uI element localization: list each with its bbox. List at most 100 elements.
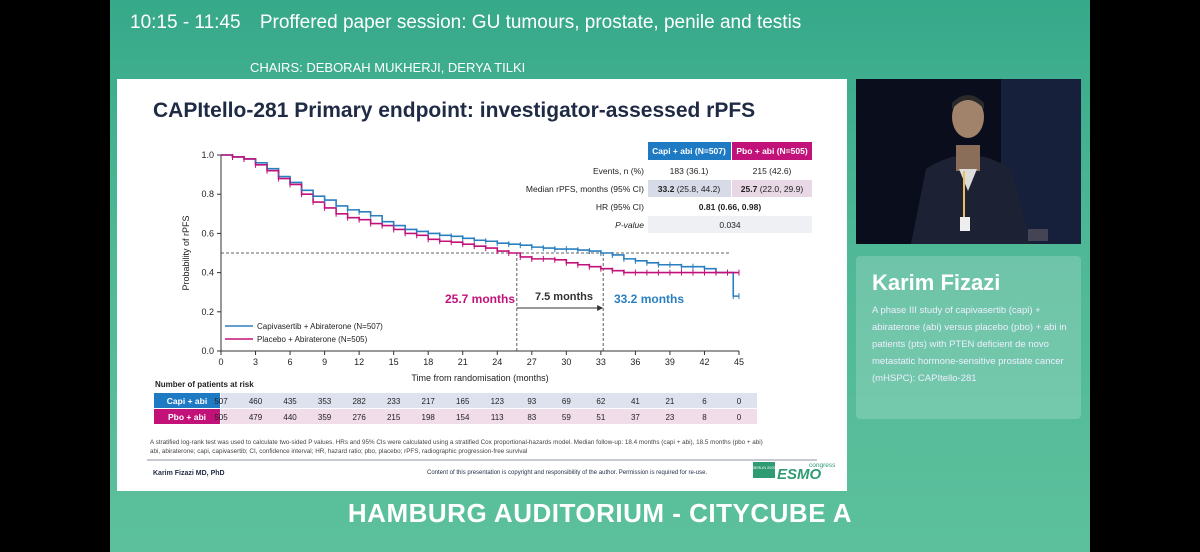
risk-pbo-value-15: 0 <box>737 413 742 422</box>
risk-capi-value-6: 217 <box>422 397 436 406</box>
row-hr-label: HR (95% CI) <box>596 202 644 212</box>
row-events-label: Events, n (%) <box>593 166 644 176</box>
row-median-capi-bg <box>648 180 731 197</box>
risk-capi-value-14: 6 <box>702 397 707 406</box>
row-median-pbo: 25.7 (22.0, 29.9) <box>741 184 804 194</box>
risk-capi-value-8: 123 <box>491 397 505 406</box>
risk-pbo-value-9: 83 <box>527 413 536 422</box>
x-tick-label-3: 9 <box>322 357 327 367</box>
logo-city: BERLIN 2025 <box>752 466 775 470</box>
risk-pbo-value-4: 276 <box>352 413 366 422</box>
x-tick-label-11: 33 <box>596 357 606 367</box>
row-pvalue-value: 0.034 <box>719 220 741 230</box>
risk-pbo-value-11: 51 <box>596 413 605 422</box>
presentation-slide: CAPItello-281 Primary endpoint: investig… <box>117 79 847 491</box>
risk-pbo-value-12: 37 <box>631 413 640 422</box>
x-tick-label-9: 27 <box>527 357 537 367</box>
legend-pbo-label: Placebo + Abiraterone (N=505) <box>257 335 368 344</box>
risk-pbo-value-5: 215 <box>387 413 401 422</box>
capi-median-label: 33.2 months <box>614 292 684 306</box>
pbo-column-header: Pbo + abi (N=505) <box>736 146 807 156</box>
row-median-label: Median rPFS, months (95% CI) <box>526 184 644 194</box>
x-tick-label-0: 0 <box>218 357 223 367</box>
session-chairs: CHAIRS: DEBORAH MUKHERJI, DERYA TILKI <box>250 60 526 75</box>
row-hr-value: 0.81 (0.66, 0.98) <box>699 202 762 212</box>
capi-column-header: Capi + abi (N=507) <box>652 146 726 156</box>
footnote-line-1: A stratified log-rank test was used to c… <box>150 439 763 446</box>
x-tick-label-4: 12 <box>354 357 364 367</box>
row-events-pbo: 215 (42.6) <box>753 166 792 176</box>
x-tick-label-7: 21 <box>458 357 468 367</box>
difference-label: 7.5 months <box>535 291 593 303</box>
risk-pbo-value-0: 505 <box>214 413 228 422</box>
legend-capi-label: Capivasertib + Abiraterone (N=507) <box>257 322 383 331</box>
speaker-silhouette <box>856 79 1081 244</box>
x-tick-label-14: 42 <box>699 357 709 367</box>
risk-capi-value-1: 460 <box>249 397 263 406</box>
footnote-line-2: abi, abiraterone; capi, capivasertib; CI… <box>150 448 527 455</box>
x-tick-label-8: 24 <box>492 357 502 367</box>
letterbox-right <box>1090 0 1200 552</box>
risk-pbo-value-1: 479 <box>249 413 263 422</box>
row-pvalue-bg <box>648 216 812 233</box>
risk-pbo-value-2: 440 <box>283 413 297 422</box>
risk-capi-value-3: 353 <box>318 397 332 406</box>
risk-pbo-value-8: 113 <box>491 413 504 422</box>
risk-capi-value-0: 507 <box>214 397 228 406</box>
row-events-capi: 183 (36.1) <box>670 166 709 176</box>
risk-pbo-value-13: 23 <box>665 413 674 422</box>
row-pvalue-label: P-value <box>615 220 644 230</box>
difference-arrowhead <box>597 305 604 311</box>
risk-capi-value-4: 282 <box>352 397 366 406</box>
risk-capi-value-10: 69 <box>562 397 571 406</box>
risk-pbo-value-14: 8 <box>702 413 707 422</box>
risk-capi-label: Capi + abi <box>167 396 207 406</box>
x-tick-label-12: 36 <box>630 357 640 367</box>
esmo-logo: BERLIN 2025 ESMO congress <box>752 462 836 483</box>
broadcast-stage: 10:15 - 11:45 Proffered paper session: G… <box>110 0 1090 552</box>
risk-capi-value-15: 0 <box>737 397 742 406</box>
copyright-notice: Content of this presentation is copyrigh… <box>427 470 707 476</box>
speaker-video <box>856 79 1081 244</box>
speaker-name: Karim Fizazi <box>872 270 1001 295</box>
risk-capi-value-2: 435 <box>283 397 297 406</box>
risk-pbo-value-6: 198 <box>422 413 436 422</box>
session-time: 10:15 - 11:45 <box>130 12 241 33</box>
risk-table-title: Number of patients at risk <box>155 380 254 389</box>
y-tick-label-2: 0.4 <box>201 268 214 278</box>
risk-pbo-row-bg <box>221 409 757 424</box>
slide-title: CAPItello-281 Primary endpoint: investig… <box>153 99 756 122</box>
y-tick-label-0: 0.0 <box>201 346 214 356</box>
row-events-bg <box>648 162 812 179</box>
risk-pbo-label-bg <box>154 409 220 424</box>
risk-pbo-value-10: 59 <box>562 413 571 422</box>
row-median-capi: 33.2 (25.8, 44.2) <box>658 184 721 194</box>
risk-capi-value-9: 93 <box>527 397 536 406</box>
logo-word: ESMO <box>777 466 822 483</box>
slide-author: Karim Fizazi MD, PhD <box>153 470 225 477</box>
risk-capi-value-7: 165 <box>456 397 470 406</box>
risk-pbo-label: Pbo + abi <box>168 412 206 422</box>
x-tick-label-6: 18 <box>423 357 433 367</box>
venue-banner: HAMBURG AUDITORIUM - CITYCUBE A <box>347 498 853 528</box>
logo-sub: congress <box>809 462 836 469</box>
km-chart: 0.00.20.40.60.81.0 0 3 6 9 12 15 18 21 24 27 30 33 3… <box>147 142 836 483</box>
risk-capi-row-bg <box>221 393 757 408</box>
pbo-column-header-bg <box>732 142 812 160</box>
risk-capi-value-5: 233 <box>387 397 401 406</box>
risk-capi-value-11: 62 <box>596 397 605 406</box>
y-tick-label-4: 0.8 <box>201 189 214 199</box>
session-title: Proffered paper session: GU tumours, pro… <box>259 12 802 33</box>
y-tick-label-1: 0.2 <box>201 307 214 317</box>
x-tick-label-1: 3 <box>253 357 258 367</box>
stats-table: Capi + abi (N=507) Pbo + abi (N=505) Eve… <box>526 142 812 233</box>
risk-pbo-value-7: 154 <box>456 413 470 422</box>
letterbox-left <box>0 0 110 552</box>
speaker-description: A phase III study of capivasertib (capi)… <box>872 305 1067 384</box>
x-tick-label-13: 39 <box>665 357 675 367</box>
pbo-median-label: 25.7 months <box>445 292 515 306</box>
y-tick-label-5: 1.0 <box>201 150 214 160</box>
risk-capi-value-13: 21 <box>665 397 674 406</box>
x-tick-label-10: 30 <box>561 357 571 367</box>
speaker-card: Karim Fizazi A phase III study of capiva… <box>856 256 1081 419</box>
